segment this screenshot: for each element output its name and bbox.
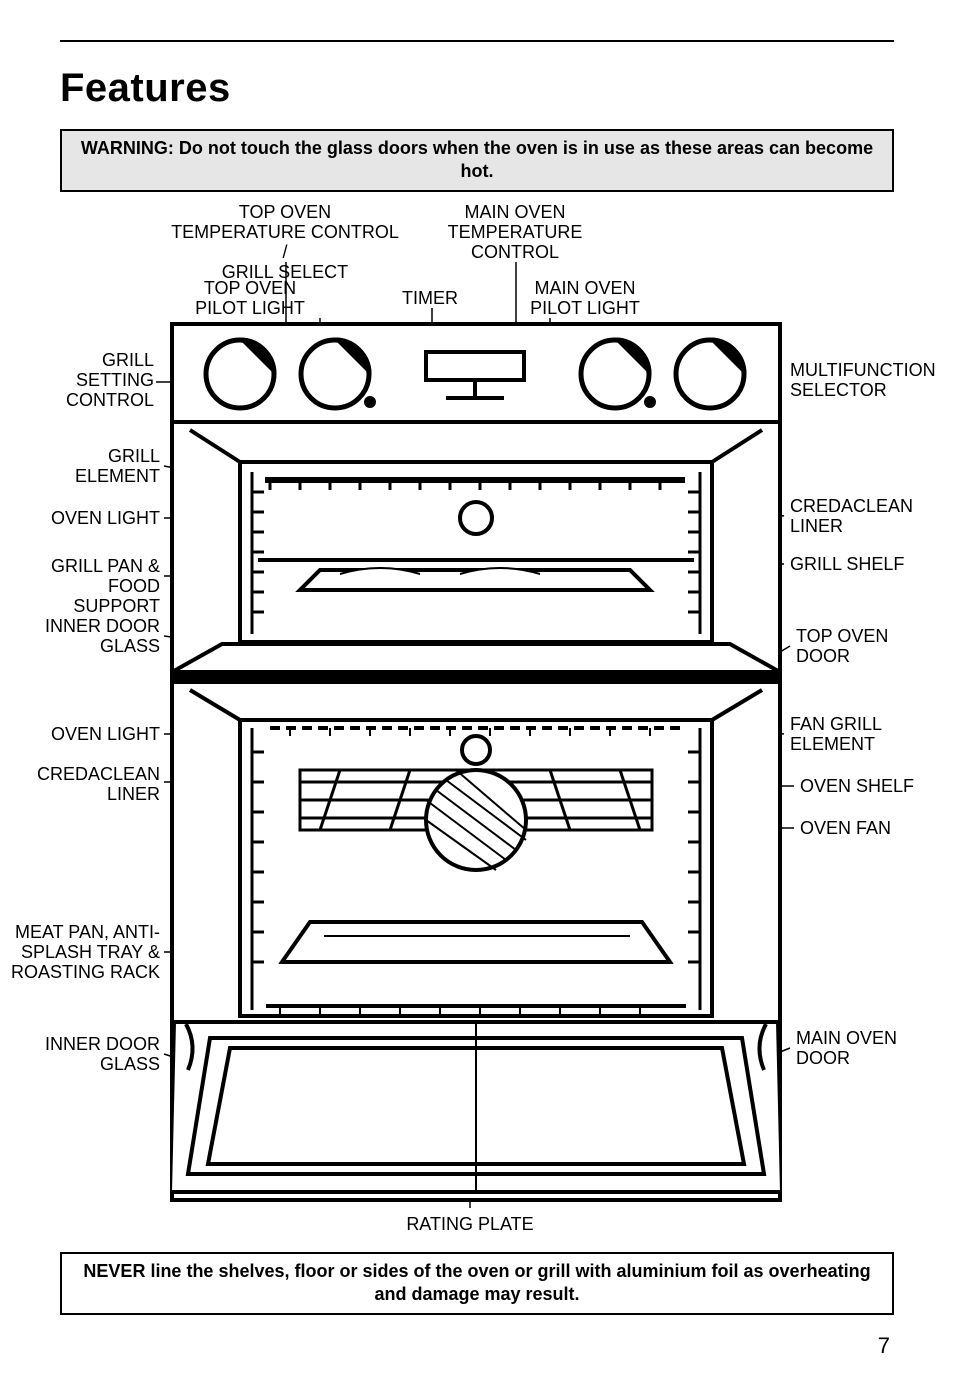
oven-svg [170,322,782,1202]
warning-top-box: WARNING: Do not touch the glass doors wh… [60,129,894,192]
warning-bottom-box: NEVER line the shelves, floor or sides o… [60,1252,894,1315]
page-container: Features WARNING: Do not touch the glass… [0,0,954,1389]
page-number: 7 [60,1333,894,1359]
oven-diagram: TOP OVEN TEMPERATURE CONTROL / GRILL SEL… [60,202,894,1244]
top-rule [60,40,894,42]
page-title: Features [60,66,894,111]
